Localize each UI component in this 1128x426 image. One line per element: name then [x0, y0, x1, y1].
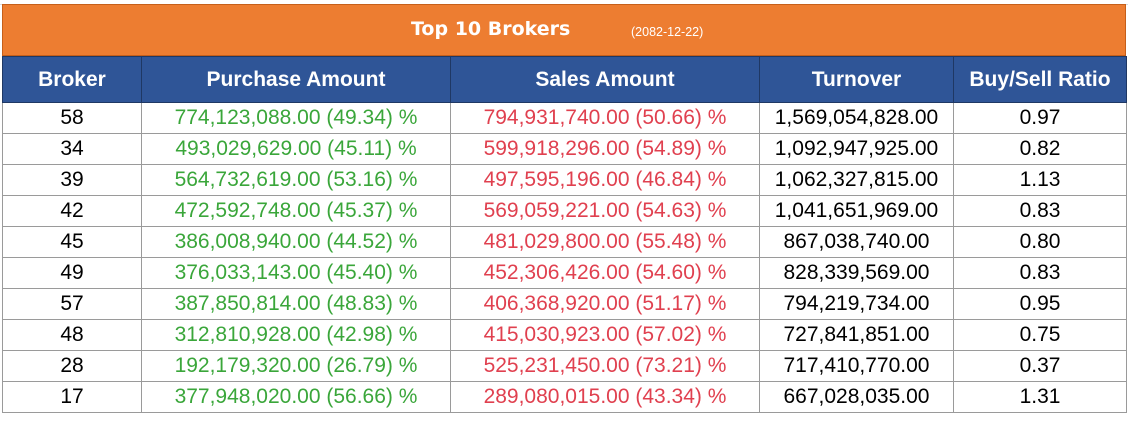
purchase-amount-cell: 774,123,088.00 (49.34) % — [141, 102, 451, 134]
purchase-amount-cell: 564,732,619.00 (53.16) % — [141, 164, 451, 196]
ratio-cell: 0.80 — [953, 226, 1127, 258]
ratio-cell: 0.83 — [953, 257, 1127, 289]
purchase-amount-cell: 376,033,143.00 (45.40) % — [141, 257, 451, 289]
sales-amount-cell: 406,368,920.00 (51.17) % — [450, 288, 760, 320]
table-row: 34 493,029,629.00 (45.11) % 599,918,296.… — [2, 133, 1127, 165]
table-row: 42 472,592,748.00 (45.37) % 569,059,221.… — [2, 195, 1127, 227]
turnover-cell: 828,339,569.00 — [759, 257, 954, 289]
broker-cell: 58 — [2, 102, 142, 134]
turnover-cell: 727,841,851.00 — [759, 319, 954, 351]
turnover-cell: 867,038,740.00 — [759, 226, 954, 258]
ratio-cell: 1.13 — [953, 164, 1127, 196]
ratio-cell: 0.82 — [953, 133, 1127, 165]
sales-amount-cell: 289,080,015.00 (43.34) % — [450, 381, 760, 413]
sales-amount-cell: 569,059,221.00 (54.63) % — [450, 195, 760, 227]
brokers-table: Broker Purchase Amount Sales Amount Turn… — [2, 56, 1127, 413]
broker-cell: 49 — [2, 257, 142, 289]
purchase-amount-cell: 472,592,748.00 (45.37) % — [141, 195, 451, 227]
ratio-cell: 0.83 — [953, 195, 1127, 227]
turnover-cell: 794,219,734.00 — [759, 288, 954, 320]
sales-amount-cell: 452,306,426.00 (54.60) % — [450, 257, 760, 289]
turnover-cell: 1,062,327,815.00 — [759, 164, 954, 196]
ratio-cell: 0.75 — [953, 319, 1127, 351]
report-date: (2082-12-22) — [631, 25, 704, 39]
purchase-amount-cell: 387,850,814.00 (48.83) % — [141, 288, 451, 320]
table-row: 49 376,033,143.00 (45.40) % 452,306,426.… — [2, 257, 1127, 289]
ratio-cell: 0.37 — [953, 350, 1127, 382]
broker-cell: 45 — [2, 226, 142, 258]
table-row: 57 387,850,814.00 (48.83) % 406,368,920.… — [2, 288, 1127, 320]
header-buy-sell-ratio: Buy/Sell Ratio — [953, 56, 1127, 103]
broker-cell: 42 — [2, 195, 142, 227]
sales-amount-cell: 525,231,450.00 (73.21) % — [450, 350, 760, 382]
table-row: 17 377,948,020.00 (56.66) % 289,080,015.… — [2, 381, 1127, 413]
broker-cell: 57 — [2, 288, 142, 320]
ratio-cell: 0.95 — [953, 288, 1127, 320]
purchase-amount-cell: 312,810,928.00 (42.98) % — [141, 319, 451, 351]
table-row: 48 312,810,928.00 (42.98) % 415,030,923.… — [2, 319, 1127, 351]
ratio-cell: 0.97 — [953, 102, 1127, 134]
purchase-amount-cell: 386,008,940.00 (44.52) % — [141, 226, 451, 258]
header-sales-amount: Sales Amount — [450, 56, 760, 103]
turnover-cell: 1,041,651,969.00 — [759, 195, 954, 227]
header-purchase-amount: Purchase Amount — [141, 56, 451, 103]
table-row: 39 564,732,619.00 (53.16) % 497,595,196.… — [2, 164, 1127, 196]
turnover-cell: 667,028,035.00 — [759, 381, 954, 413]
ratio-cell: 1.31 — [953, 381, 1127, 413]
sales-amount-cell: 415,030,923.00 (57.02) % — [450, 319, 760, 351]
broker-cell: 34 — [2, 133, 142, 165]
turnover-cell: 1,569,054,828.00 — [759, 102, 954, 134]
report-title: Top 10 Brokers — [411, 18, 571, 40]
sales-amount-cell: 599,918,296.00 (54.89) % — [450, 133, 760, 165]
table-row: 58 774,123,088.00 (49.34) % 794,931,740.… — [2, 102, 1127, 134]
broker-cell: 48 — [2, 319, 142, 351]
purchase-amount-cell: 493,029,629.00 (45.11) % — [141, 133, 451, 165]
purchase-amount-cell: 377,948,020.00 (56.66) % — [141, 381, 451, 413]
sales-amount-cell: 481,029,800.00 (55.48) % — [450, 226, 760, 258]
title-bar: Top 10 Brokers (2082-12-22) — [2, 4, 1126, 56]
broker-cell: 39 — [2, 164, 142, 196]
broker-cell: 28 — [2, 350, 142, 382]
broker-cell: 17 — [2, 381, 142, 413]
table-header-row: Broker Purchase Amount Sales Amount Turn… — [2, 56, 1127, 103]
header-turnover: Turnover — [759, 56, 954, 103]
table-row: 28 192,179,320.00 (26.79) % 525,231,450.… — [2, 350, 1127, 382]
sales-amount-cell: 794,931,740.00 (50.66) % — [450, 102, 760, 134]
purchase-amount-cell: 192,179,320.00 (26.79) % — [141, 350, 451, 382]
header-broker: Broker — [2, 56, 142, 103]
table-row: 45 386,008,940.00 (44.52) % 481,029,800.… — [2, 226, 1127, 258]
turnover-cell: 717,410,770.00 — [759, 350, 954, 382]
sales-amount-cell: 497,595,196.00 (46.84) % — [450, 164, 760, 196]
turnover-cell: 1,092,947,925.00 — [759, 133, 954, 165]
